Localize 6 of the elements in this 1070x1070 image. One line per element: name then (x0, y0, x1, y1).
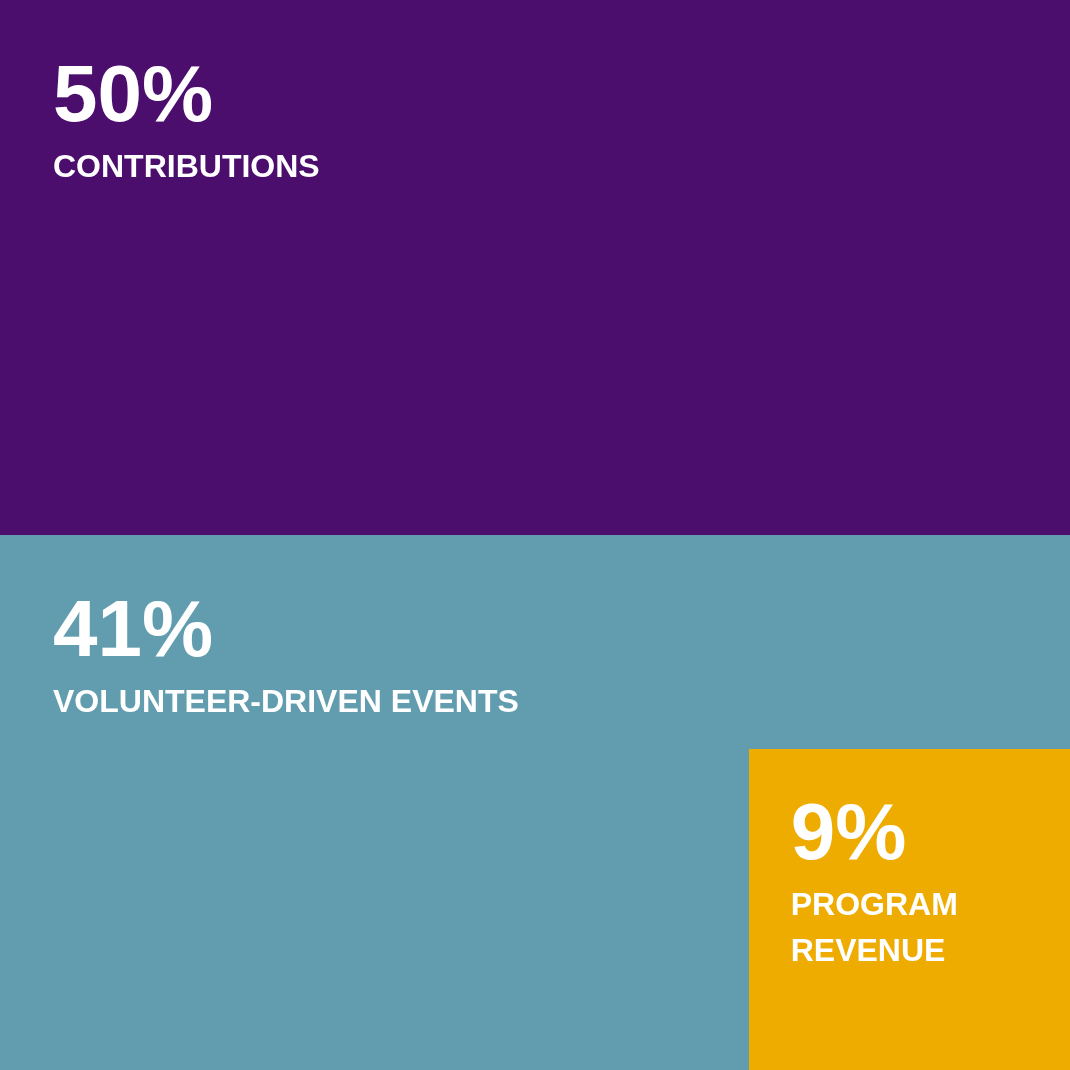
category-label: PROGRAM REVENUE (790, 885, 958, 968)
data-label: 9% (790, 786, 907, 876)
data-label: 41% (53, 584, 214, 673)
category-label: CONTRIBUTIONS (53, 148, 320, 184)
category-label: VOLUNTEER-DRIVEN EVENTS (53, 683, 519, 719)
data-label: 50% (53, 49, 214, 138)
